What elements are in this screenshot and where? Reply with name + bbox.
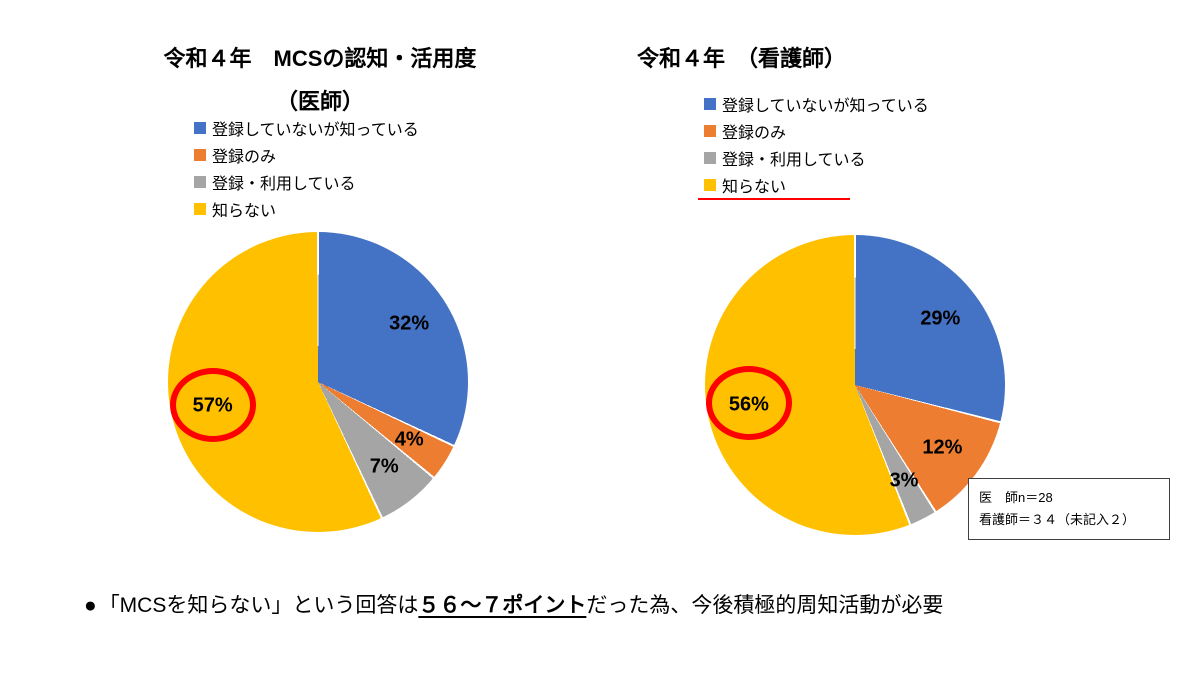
legend-label: 知らない [722,178,787,196]
legend-swatch-icon [704,178,716,191]
sample-size-box: 医 師n＝28 看護師＝３４（未記入２） [968,478,1170,541]
highlight-circle [170,368,256,442]
legend-swatch-icon [704,151,716,164]
legend-doctor: 登録していないが知っている 登録のみ 登録・利用している 知らない [194,114,419,222]
legend-item: 登録していないが知っている [194,114,419,141]
legend-label: 登録していないが知っている [212,121,419,139]
legend-swatch-icon [704,97,716,110]
legend-item: 登録・利用している [194,168,419,195]
pie-slice-label: 29% [920,307,961,330]
highlight-circle [706,366,792,440]
pie-slice-label: 12% [922,436,963,459]
pie-slice-label: 32% [389,312,430,335]
pie-slice-label: 4% [394,428,424,451]
summary-highlight: ５６～７ポイント [418,594,587,617]
legend-item: 知らない [704,171,929,198]
legend-item: 知らない [194,195,419,222]
chart-title-doctor: 令和４年 MCSの認知・活用度 （医師） [100,38,540,124]
pie-chart-nurse: 29% 12% 3% 56% [705,235,1005,535]
pie-slice-label: 7% [369,455,399,478]
legend-swatch-icon [704,124,716,137]
bullet-icon: ● [84,594,97,617]
legend-swatch-icon [194,175,206,188]
sample-size-doctor: 医 師n＝28 [979,490,1053,505]
chart-title-doctor-line2: （医師） [275,88,364,114]
summary-text-after: だった為、今後積極的周知活動が必要 [586,594,944,617]
chart-title-nurse: 令和４年 （看護師） [637,38,846,81]
summary-text-before: 「MCSを知らない」という回答は [98,594,419,617]
sample-size-nurse: 看護師＝３４（未記入２） [979,512,1136,528]
legend-item: 登録していないが知っている [704,90,929,117]
legend-label: 登録・利用している [722,151,866,169]
legend-swatch-icon [194,148,206,161]
legend-label: 知らない [212,202,277,220]
legend-swatch-icon [194,202,206,215]
legend-label: 登録のみ [212,148,277,166]
legend-item: 登録・利用している [704,144,929,171]
chart-title-nurse-line1: 令和４年 （看護師） [637,46,847,71]
legend-item: 登録のみ [704,117,929,144]
legend-swatch-icon [194,121,206,134]
pie-slice-label: 3% [889,469,919,492]
legend-item: 登録のみ [194,141,419,168]
legend-nurse: 登録していないが知っている 登録のみ 登録・利用している 知らない [704,90,929,198]
legend-label: 登録していないが知っている [722,97,929,115]
legend-label: 登録のみ [722,124,787,142]
legend-label: 登録・利用している [212,175,356,193]
summary-note: ●「MCSを知らない」という回答は５６～７ポイントだった為、今後積極的周知活動が… [84,589,943,619]
red-underline [698,198,850,200]
pie-chart-doctor: 32% 4% 7% 57% [168,232,468,532]
chart-title-doctor-line1: 令和４年 MCSの認知・活用度 [163,46,477,71]
